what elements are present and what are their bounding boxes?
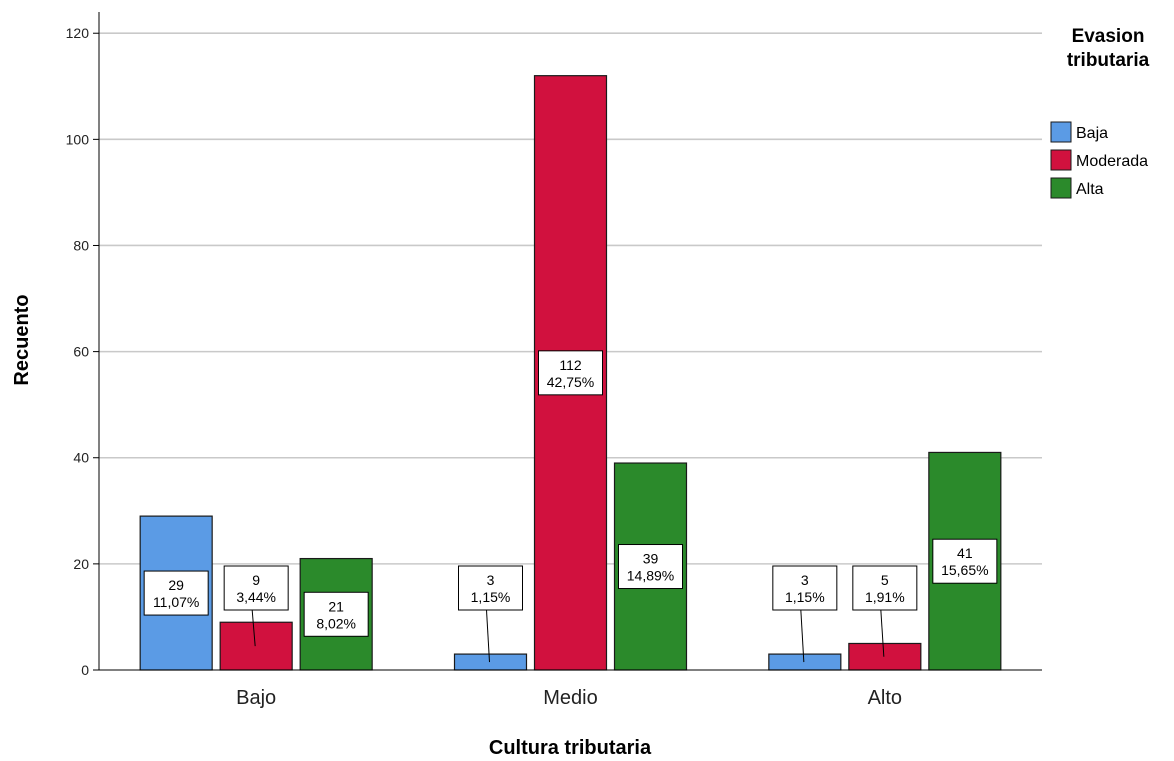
x-tick-label: Alto xyxy=(868,687,902,709)
data-label-box xyxy=(143,570,209,616)
x-axis-title: Cultura tributaria xyxy=(489,737,652,759)
data-label-box xyxy=(223,565,289,611)
data-label-count: 29 xyxy=(168,577,184,593)
label-leader-line xyxy=(800,609,805,663)
data-label-count: 9 xyxy=(252,572,260,588)
data-label-box xyxy=(932,538,998,584)
data-label-percent: 1,91% xyxy=(865,589,905,605)
x-tick-label: Bajo xyxy=(236,687,276,709)
data-label-percent: 14,89% xyxy=(627,568,674,584)
y-tick-label: 80 xyxy=(73,237,89,253)
data-label-count: 21 xyxy=(328,598,344,614)
bar xyxy=(768,653,842,671)
x-axis: Bajo Medio Alto xyxy=(99,669,1042,709)
x-tick-label: Medio xyxy=(543,687,597,709)
y-tick-label: 20 xyxy=(73,556,89,572)
data-label-percent: 1,15% xyxy=(785,589,825,605)
data-labels: 2911,07%93,44%218,02%31,15%11242,75%3914… xyxy=(143,350,998,663)
y-tick-label: 40 xyxy=(73,450,89,466)
label-leader-line xyxy=(880,609,885,657)
bar xyxy=(453,653,528,671)
data-label-box xyxy=(303,591,369,637)
y-axis-title: Recuento xyxy=(11,294,33,385)
y-axis: 0 20 40 60 80 100 120 xyxy=(66,12,100,678)
legend-swatch xyxy=(1050,177,1072,199)
legend: Evasion tributaria Baja Moderada Alta xyxy=(1050,26,1150,199)
data-label-percent: 1,15% xyxy=(471,589,511,605)
label-leader-line xyxy=(251,609,256,647)
data-label-count: 5 xyxy=(881,572,889,588)
data-label-count: 112 xyxy=(559,357,582,373)
y-tick-label: 0 xyxy=(81,662,89,678)
label-leader-line xyxy=(486,609,490,663)
data-label-box xyxy=(458,565,523,611)
data-label-percent: 15,65% xyxy=(941,562,988,578)
data-label-percent: 42,75% xyxy=(547,374,594,390)
legend-title: Evasion xyxy=(1072,26,1145,47)
legend-swatch xyxy=(1050,149,1072,171)
data-label-count: 39 xyxy=(643,551,659,567)
y-tick-label: 100 xyxy=(66,131,90,147)
data-label-count: 3 xyxy=(801,572,809,588)
data-label-percent: 3,44% xyxy=(236,589,276,605)
data-label-box xyxy=(852,565,918,611)
data-label-box xyxy=(772,565,838,611)
legend-entry: Baja xyxy=(1076,125,1108,142)
data-label-percent: 11,07% xyxy=(153,594,199,610)
y-tick-label: 60 xyxy=(73,344,89,360)
legend-title: tributaria xyxy=(1067,50,1150,71)
legend-entry: Alta xyxy=(1076,181,1104,198)
bar xyxy=(219,621,293,671)
data-label-percent: 8,02% xyxy=(316,615,356,631)
data-label-box xyxy=(538,350,603,396)
y-tick-label: 120 xyxy=(66,25,90,41)
data-label-box xyxy=(618,544,683,590)
legend-swatch xyxy=(1050,121,1072,143)
data-label-count: 41 xyxy=(957,545,973,561)
bar xyxy=(848,642,922,671)
legend-entry: Moderada xyxy=(1076,153,1148,170)
data-label-count: 3 xyxy=(487,572,495,588)
